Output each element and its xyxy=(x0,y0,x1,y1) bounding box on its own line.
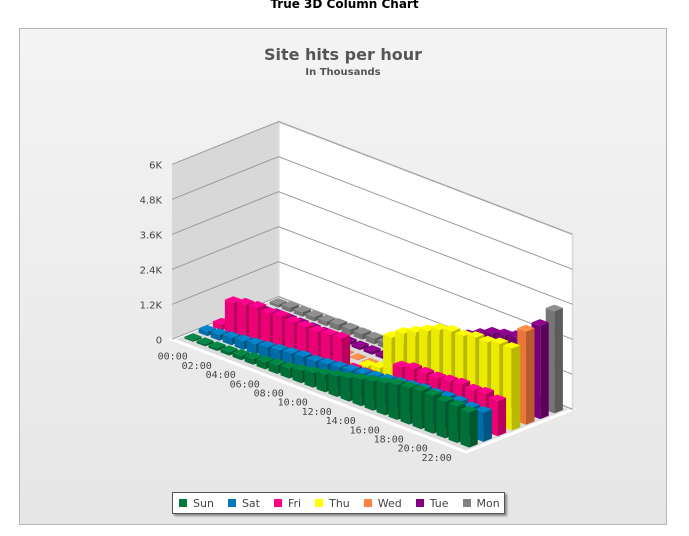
x-tick-label: 02:00 xyxy=(182,361,212,372)
chart-subtitle: In Thousands xyxy=(305,67,381,78)
legend-item-sun[interactable]: Sun xyxy=(179,497,214,510)
legend-item-tue[interactable]: Tue xyxy=(415,496,449,510)
x-tick-label: 18:00 xyxy=(374,435,404,446)
x-tick-label: 20:00 xyxy=(398,444,428,455)
series-sun xyxy=(184,333,478,448)
y-tick-label: 1.2K xyxy=(140,300,163,311)
column-bar xyxy=(340,371,358,402)
legend-swatch xyxy=(227,499,236,507)
x-tick-label: 00:00 xyxy=(158,352,188,363)
column-bar xyxy=(305,310,323,322)
x-tick-label: 10:00 xyxy=(278,398,308,409)
legend-swatch xyxy=(315,499,324,507)
x-tick-label: 14:00 xyxy=(326,416,356,427)
y-tick-label: 3.6K xyxy=(140,230,163,241)
column-bar xyxy=(196,337,214,347)
column-bar xyxy=(184,333,202,342)
legend-label: Sun xyxy=(193,496,214,510)
legend-item-thu[interactable]: Thu xyxy=(315,497,350,510)
column-bar xyxy=(363,345,381,355)
y-tick-label: 6K xyxy=(149,160,162,171)
legend-swatch xyxy=(179,499,187,507)
legend-swatch xyxy=(273,499,282,507)
x-tick-label: 08:00 xyxy=(254,389,284,400)
column-bar xyxy=(208,341,226,351)
chart-title: Site hits per hour xyxy=(263,45,423,64)
legend-label: Wed xyxy=(377,496,402,510)
legend-item-mon[interactable]: Mon xyxy=(462,496,500,510)
x-tick-label: 16:00 xyxy=(350,425,380,436)
column-bar xyxy=(281,301,299,313)
column-bar xyxy=(349,353,367,361)
legend-label: Tue xyxy=(429,496,449,510)
column-bar xyxy=(488,394,507,437)
legend-item-wed[interactable]: Wed xyxy=(363,496,402,510)
legend-label: Thu xyxy=(329,496,350,510)
x-tick-label: 12:00 xyxy=(302,407,332,418)
legend-swatch xyxy=(462,499,471,507)
page-title: True 3D Column Chart xyxy=(270,0,419,11)
legend-item-sat[interactable]: Sat xyxy=(227,496,260,510)
chart-plot-area: 0 1.2K 2.4K 3.6K 4.8K 6K 00:0002:0004:0006:000… xyxy=(140,120,577,464)
column-bar xyxy=(293,305,311,317)
side-wall xyxy=(172,121,279,340)
legend-swatch xyxy=(415,499,424,507)
x-tick-label: 22:00 xyxy=(422,453,452,464)
y-tick-label: 2.4K xyxy=(140,265,163,276)
legend-item-fri[interactable]: Fri xyxy=(273,496,302,510)
column-bar xyxy=(460,405,478,448)
chart-container: Site hits per hour In Thousands 0 1.2K 2.4… xyxy=(19,28,667,525)
legend-label: Fri xyxy=(287,496,302,510)
legend-label: Sat xyxy=(241,496,260,510)
legend-label: Mon xyxy=(476,496,500,510)
legend-swatch xyxy=(363,499,372,507)
chart-legend: Sun Sat Fri Thu Wed Tue Mon xyxy=(172,492,505,514)
x-tick-label: 04:00 xyxy=(206,370,236,381)
y-tick-label: 4.8K xyxy=(140,195,163,206)
x-tick-label: 06:00 xyxy=(230,379,260,390)
y-tick-label: 0 xyxy=(156,335,162,346)
column-bar xyxy=(351,340,369,351)
